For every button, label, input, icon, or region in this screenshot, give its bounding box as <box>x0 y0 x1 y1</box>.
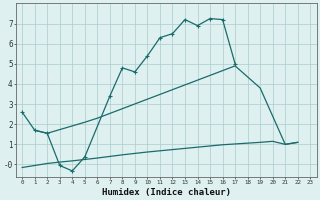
X-axis label: Humidex (Indice chaleur): Humidex (Indice chaleur) <box>102 188 231 197</box>
